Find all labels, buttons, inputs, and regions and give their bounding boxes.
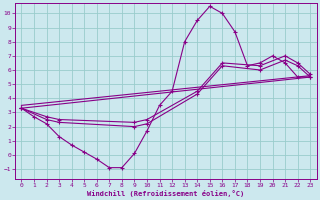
X-axis label: Windchill (Refroidissement éolien,°C): Windchill (Refroidissement éolien,°C) xyxy=(87,190,244,197)
